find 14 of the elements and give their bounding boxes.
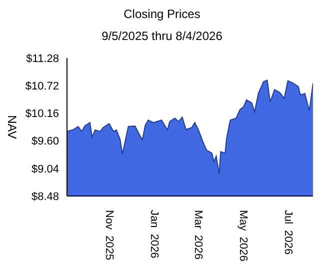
y-tick-label: $9.60 — [31, 136, 59, 148]
chart-title: Closing Prices — [122, 7, 202, 21]
y-axis-title: NAV — [5, 115, 19, 139]
y-tick-label: $8.48 — [31, 190, 59, 203]
y-tick-label: $10.72 — [25, 80, 59, 93]
x-tick-label: Mar 2026 — [192, 210, 204, 260]
x-tick-label: Jul 2026 — [282, 210, 294, 255]
y-tick-label: $11.28 — [26, 52, 59, 65]
x-tick-label: Nov 2025 — [103, 210, 116, 260]
y-tick-label: $9.04 — [31, 163, 59, 176]
x-tick-label: Jan 2026 — [148, 210, 160, 258]
chart-subtitle: 9/5/2025 thru 8/4/2026 — [100, 29, 224, 43]
y-tick-label: $10.16 — [25, 108, 59, 120]
x-tick-label: May 2026 — [236, 210, 249, 262]
